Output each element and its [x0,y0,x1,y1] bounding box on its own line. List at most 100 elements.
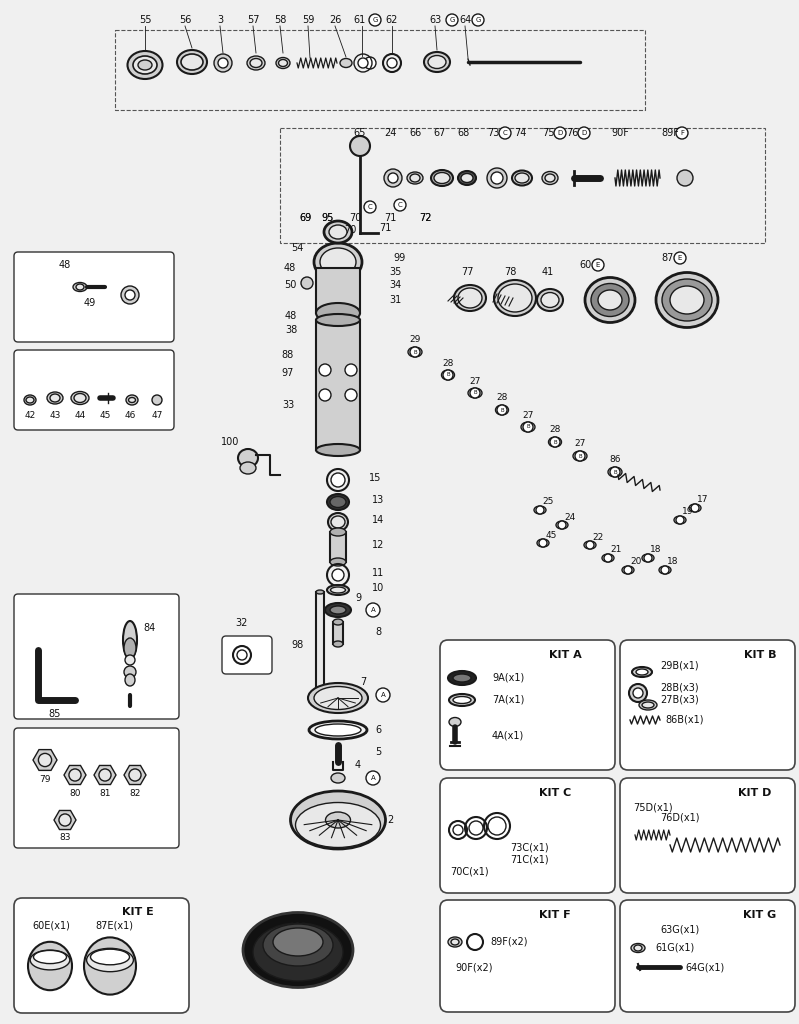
Text: 48: 48 [284,263,296,273]
Ellipse shape [545,174,555,182]
Ellipse shape [448,671,476,685]
Circle shape [633,688,643,698]
Text: KIT B: KIT B [744,650,777,660]
Circle shape [488,817,506,835]
Ellipse shape [331,587,345,593]
Ellipse shape [128,51,162,79]
Ellipse shape [634,945,642,951]
Text: G: G [449,17,455,23]
Text: 66: 66 [409,128,421,138]
Text: 80: 80 [70,788,81,798]
Ellipse shape [498,284,532,312]
Ellipse shape [662,279,712,321]
Text: 28: 28 [443,358,454,368]
Ellipse shape [50,394,60,402]
Circle shape [592,259,604,271]
Text: B: B [578,454,582,459]
FancyBboxPatch shape [14,728,179,848]
Bar [115,30,645,110]
Ellipse shape [330,558,346,566]
Text: 69: 69 [299,213,311,223]
Ellipse shape [584,541,596,549]
Text: KIT F: KIT F [539,910,570,920]
FancyBboxPatch shape [440,778,615,893]
Text: G: G [372,17,378,23]
Circle shape [624,566,632,574]
Ellipse shape [451,939,459,945]
Text: 6: 6 [375,725,381,735]
Text: 98: 98 [292,640,304,650]
Ellipse shape [247,56,265,70]
Circle shape [410,347,420,357]
Ellipse shape [126,395,138,406]
FancyBboxPatch shape [440,640,615,770]
Ellipse shape [458,288,482,308]
Text: 81: 81 [99,788,111,798]
Ellipse shape [494,280,536,316]
Ellipse shape [331,516,345,528]
Ellipse shape [325,812,351,828]
Text: 22: 22 [592,532,603,542]
Ellipse shape [28,942,72,990]
FancyBboxPatch shape [440,900,615,1012]
Ellipse shape [320,248,356,276]
Ellipse shape [448,937,462,947]
Ellipse shape [240,462,256,474]
Text: 64: 64 [459,15,471,25]
Ellipse shape [324,221,352,243]
Ellipse shape [689,504,701,512]
Text: 48: 48 [59,260,71,270]
Ellipse shape [585,278,635,323]
Ellipse shape [328,513,348,531]
Ellipse shape [123,621,137,659]
Circle shape [676,516,684,524]
Circle shape [152,395,162,406]
Text: 96: 96 [292,915,304,925]
Text: 75D(x1): 75D(x1) [633,803,673,813]
Circle shape [350,136,370,156]
Circle shape [558,521,566,529]
Circle shape [237,650,247,660]
Ellipse shape [30,950,70,970]
Ellipse shape [327,494,349,510]
Bar [316,592,324,692]
Text: KIT G: KIT G [743,910,777,920]
Circle shape [364,57,376,69]
Ellipse shape [458,171,476,185]
Text: KIT E: KIT E [122,907,154,918]
Ellipse shape [279,59,288,67]
FancyBboxPatch shape [14,350,174,430]
Text: 50: 50 [284,280,296,290]
Text: 45: 45 [545,530,557,540]
Circle shape [554,127,566,139]
Text: 82: 82 [129,788,141,798]
Polygon shape [33,750,57,770]
Text: 71: 71 [379,223,392,233]
Ellipse shape [327,585,349,595]
Text: 26: 26 [329,15,341,25]
Circle shape [491,172,503,184]
Ellipse shape [674,516,686,524]
Ellipse shape [308,683,368,713]
Bar [280,128,765,243]
Text: 2: 2 [387,815,393,825]
Ellipse shape [454,285,486,311]
Text: 85: 85 [49,709,62,719]
Text: 73C(x1): 73C(x1) [510,843,549,853]
Ellipse shape [125,674,135,686]
FancyBboxPatch shape [14,898,189,1013]
Ellipse shape [407,172,423,184]
Text: 88: 88 [282,350,294,360]
Circle shape [99,769,111,781]
Text: 25: 25 [543,498,554,507]
Ellipse shape [177,50,207,74]
Circle shape [539,539,547,547]
Ellipse shape [315,724,361,736]
Ellipse shape [556,521,568,529]
Circle shape [443,370,453,380]
FancyBboxPatch shape [620,900,795,1012]
Text: 46: 46 [125,412,136,421]
Ellipse shape [253,923,343,981]
Ellipse shape [548,437,562,447]
Circle shape [586,541,594,549]
